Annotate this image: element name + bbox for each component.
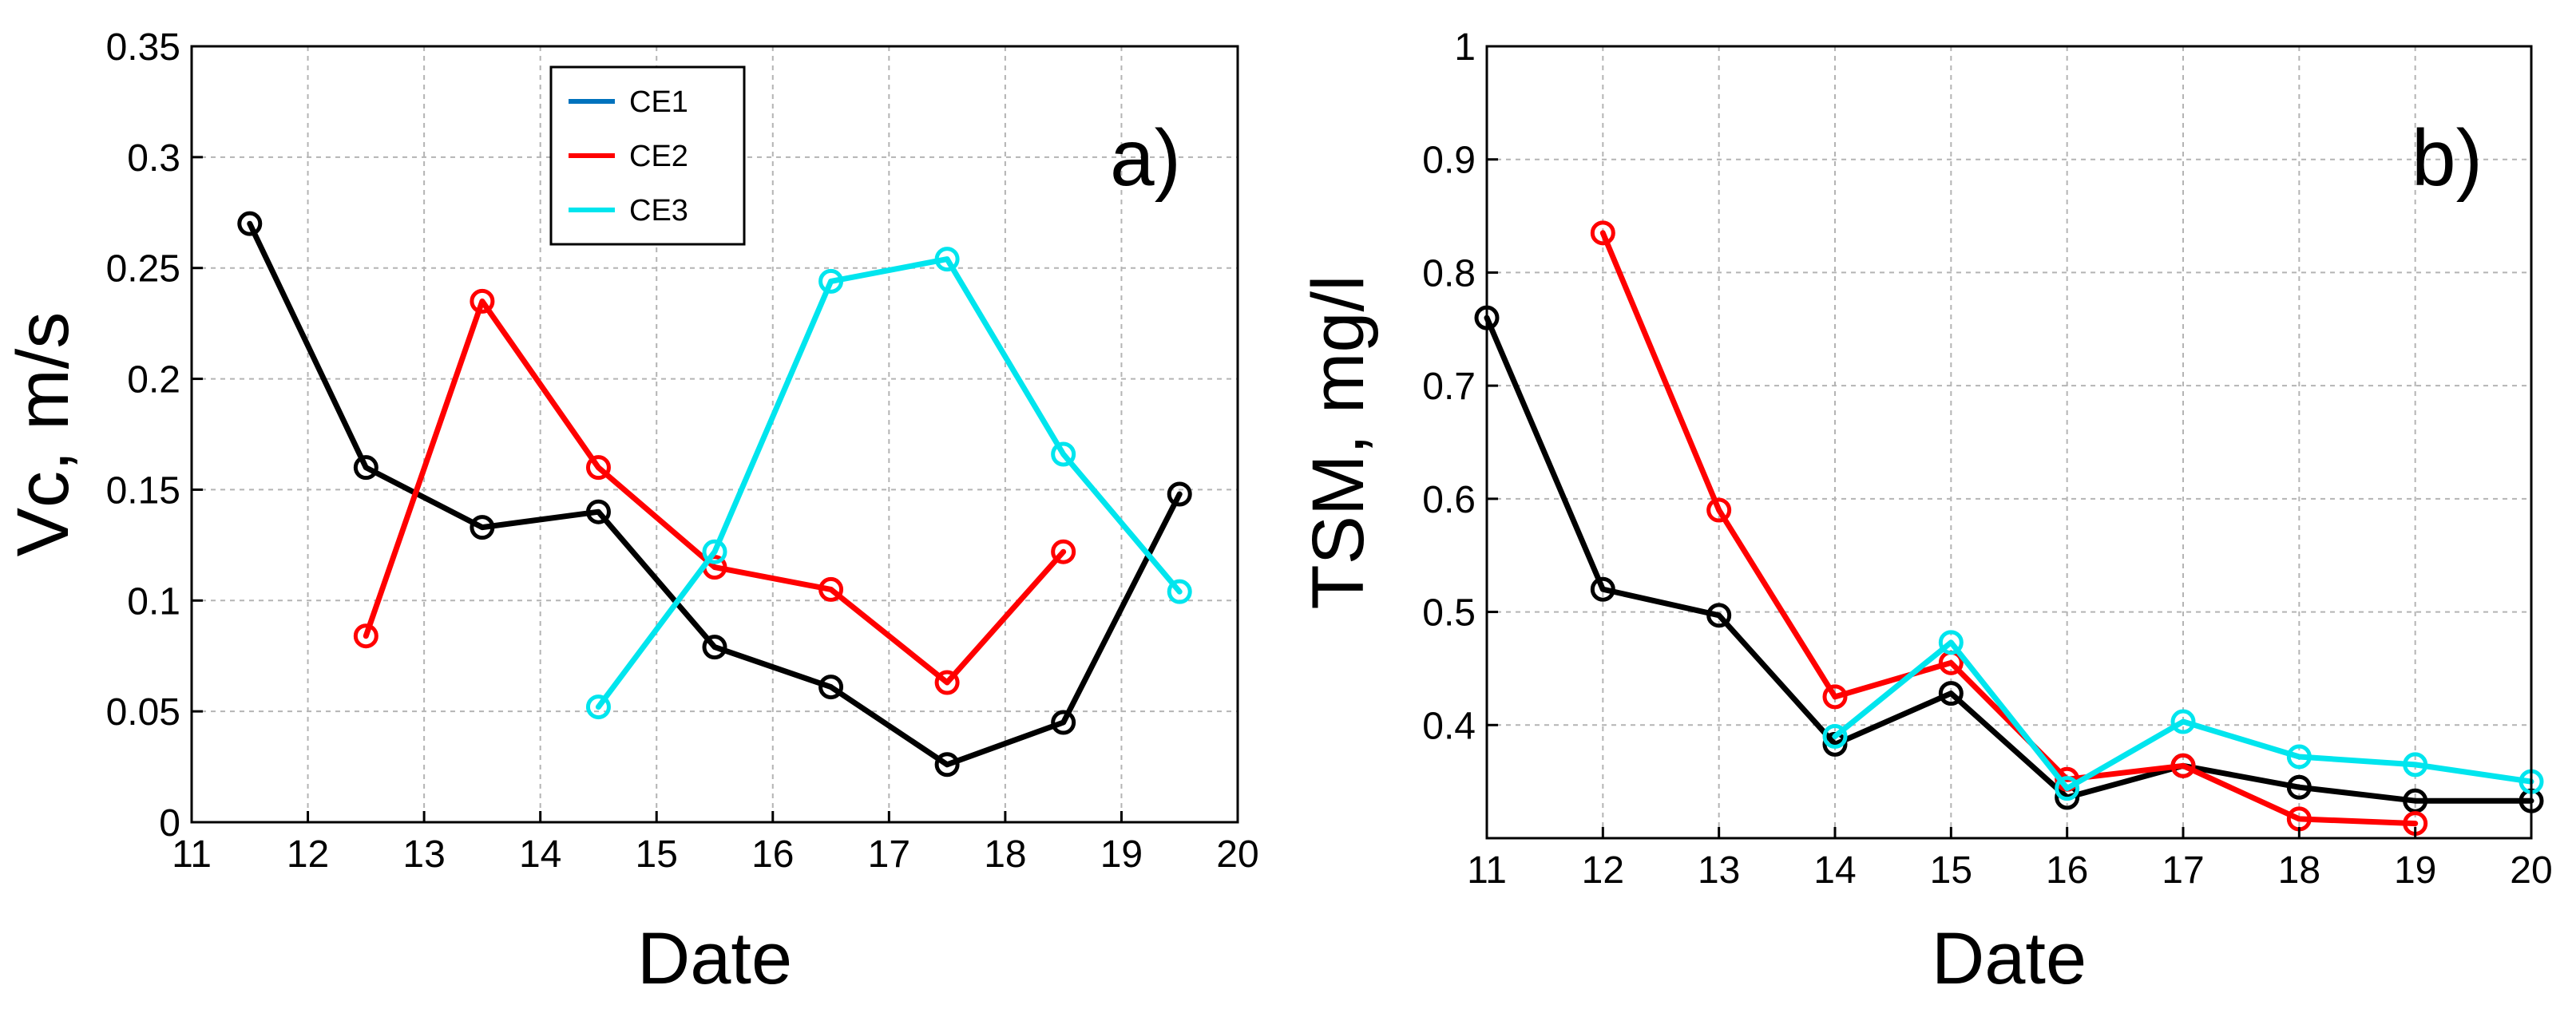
data-point-ce2 — [585, 455, 611, 481]
y-tick-label: 0.1 — [127, 580, 180, 623]
x-tick-label: 12 — [1582, 849, 1624, 892]
x-tick-label: 13 — [1698, 849, 1740, 892]
y-tick-label: 0.5 — [1422, 592, 1476, 635]
data-point-ce2 — [1051, 539, 1076, 564]
data-point-ce3 — [818, 268, 844, 294]
y-tick-label: 0.05 — [106, 691, 180, 734]
x-tick-label: 12 — [287, 833, 329, 876]
series-line-ce2 — [363, 298, 1067, 686]
y-tick-label: 0.9 — [1422, 140, 1476, 182]
y-tick-label: 0.6 — [1422, 479, 1476, 521]
data-point-ce3 — [2286, 744, 2312, 770]
x-axis-label: Date — [637, 918, 792, 999]
y-tick-label: 0.4 — [1422, 705, 1476, 747]
panel-label: a) — [1110, 113, 1181, 203]
legend-label-ce2: CE2 — [629, 140, 688, 173]
plot-frame — [190, 45, 1239, 824]
x-tick-label: 11 — [1467, 849, 1507, 892]
x-tick-label: 15 — [1930, 849, 1972, 892]
x-tick-label: 16 — [751, 833, 794, 876]
data-point-ce1 — [585, 499, 611, 524]
y-tick-label: 0.2 — [127, 359, 180, 402]
y-tick-label: 0 — [159, 802, 180, 845]
y-tick-label: 0.8 — [1422, 252, 1476, 295]
data-point-ce3 — [585, 694, 611, 720]
data-point-ce3 — [2170, 709, 2196, 734]
data-point-ce2 — [1590, 220, 1615, 246]
data-point-ce1 — [470, 515, 495, 540]
x-axis-label: Date — [1932, 918, 2087, 999]
y-tick-label: 0.15 — [106, 469, 180, 512]
y-tick-label: 0.35 — [106, 26, 180, 69]
x-tick-label: 20 — [2510, 849, 2552, 892]
legend-label-ce3: CE3 — [629, 194, 688, 228]
data-point-ce3 — [1167, 579, 1192, 604]
panel-label: b) — [2412, 113, 2483, 203]
y-axis-label: Vc, m/s — [2, 312, 84, 557]
chart-panel-b: 11 12 13 14 15 16 17 18 19 200.40.50.60.70.80.91 … — [1298, 26, 2553, 999]
x-tick-label: 20 — [1216, 833, 1258, 876]
chart-panel-a: 11 12 13 14 15 16 17 18 19 20 0 0.05 0.1 0.15 0.2 0.25 0… — [2, 26, 1259, 999]
data-point-ce1 — [2286, 774, 2312, 800]
x-tick-label: 19 — [2394, 849, 2436, 892]
data-point-ce3 — [702, 539, 727, 564]
data-point-ce2 — [1822, 684, 1848, 710]
y-tick-label: 0.3 — [127, 137, 180, 180]
y-tick-label: 1 — [1454, 26, 1476, 69]
x-tick-label: 15 — [636, 833, 678, 876]
data-point-ce3 — [1822, 723, 1848, 749]
x-tick-label: 11 — [172, 833, 212, 876]
legend-label-ce1: CE1 — [629, 85, 688, 119]
data-point-ce1 — [1938, 681, 1964, 706]
x-tick-label: 14 — [1813, 849, 1856, 892]
series-line-ce3 — [595, 256, 1183, 710]
series-line-ce2 — [1599, 230, 2419, 827]
x-tick-label: 17 — [2162, 849, 2204, 892]
series-line-ce1 — [247, 220, 1183, 768]
data-point-ce2 — [353, 623, 378, 649]
data-point-ce3 — [2055, 776, 2080, 801]
data-point-ce3 — [2403, 752, 2428, 778]
data-point-ce2 — [2170, 753, 2196, 778]
data-point-ce1 — [1167, 481, 1192, 507]
y-tick-label: 0.25 — [106, 248, 180, 291]
x-tick-label: 19 — [1100, 833, 1143, 876]
x-tick-label: 13 — [402, 833, 445, 876]
data-point-ce3 — [934, 247, 960, 272]
x-tick-label: 18 — [2278, 849, 2320, 892]
legend: CE1 CE2 CE3 — [549, 65, 746, 246]
series-line-ce1 — [1484, 315, 2534, 804]
x-tick-label: 14 — [519, 833, 561, 876]
data-point-ce2 — [470, 288, 495, 314]
data-point-ce3 — [1051, 441, 1076, 467]
data-point-ce1 — [702, 635, 727, 660]
y-axis-label: TSM, mg/l — [1298, 275, 1379, 609]
series-line-ce3 — [1832, 639, 2534, 792]
data-point-ce1 — [818, 675, 844, 700]
plot-frame — [1485, 45, 2533, 840]
x-tick-label: 17 — [868, 833, 910, 876]
y-tick-label: 0.7 — [1422, 366, 1476, 408]
data-point-ce1 — [934, 752, 960, 778]
data-point-ce1 — [1706, 603, 1732, 628]
data-point-ce2 — [1706, 497, 1732, 523]
data-point-ce1 — [1051, 710, 1076, 735]
data-point-ce2 — [934, 670, 960, 695]
x-tick-label: 18 — [984, 833, 1026, 876]
data-point-ce1 — [1590, 576, 1615, 602]
data-point-ce3 — [1938, 630, 1964, 655]
data-point-ce2 — [818, 576, 844, 602]
data-point-ce1 — [237, 211, 263, 236]
data-point-ce1 — [353, 455, 378, 481]
x-tick-label: 16 — [2046, 849, 2088, 892]
